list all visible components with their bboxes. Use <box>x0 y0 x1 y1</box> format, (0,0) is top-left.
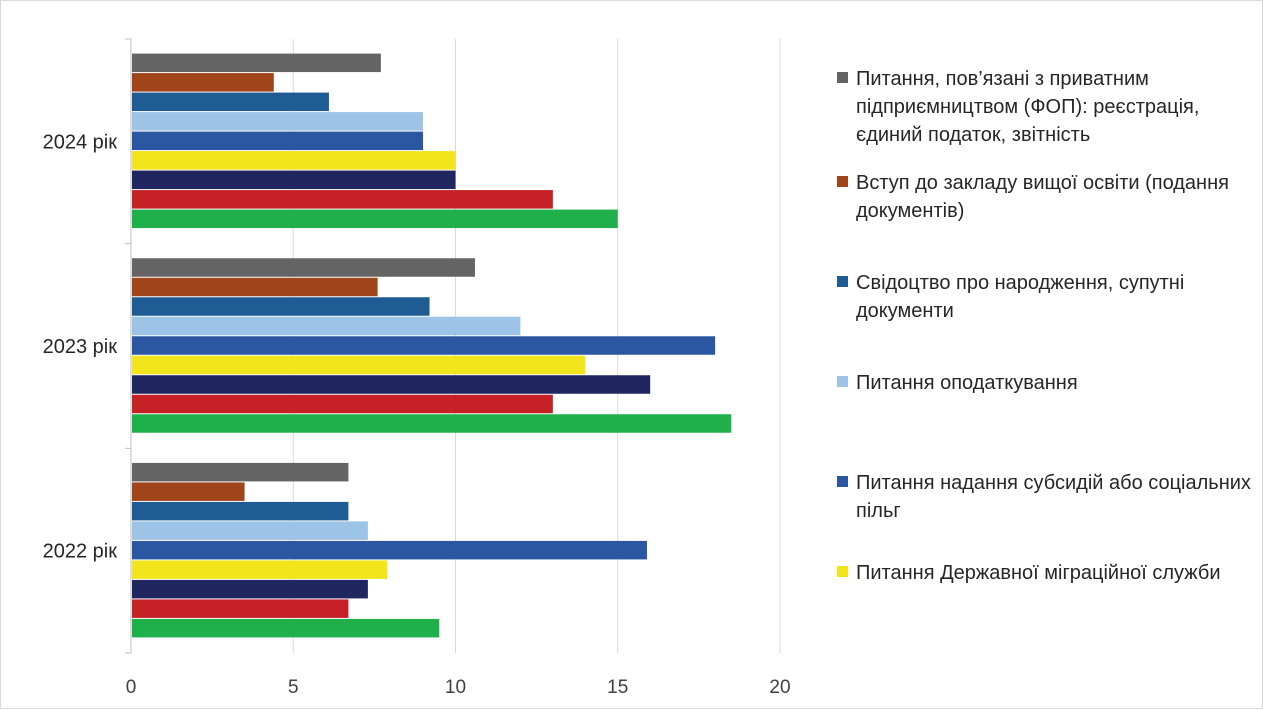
category-label: 2023 рік <box>43 336 118 358</box>
category-label: 2022 рік <box>43 541 118 563</box>
category-label: 2024 рік <box>43 131 118 153</box>
bar <box>132 521 368 540</box>
bar <box>132 112 424 131</box>
bar <box>132 92 329 112</box>
bar <box>132 579 368 599</box>
bar <box>132 482 245 501</box>
legend-item-birth-certificate: Свідоцтво про народження, супутні докуме… <box>837 269 1252 325</box>
legend-swatch <box>837 476 848 487</box>
bar <box>132 131 424 151</box>
bar <box>132 209 618 229</box>
legend-label: Питання Державної міграційної служби <box>856 562 1221 584</box>
bar <box>132 355 586 375</box>
bar <box>132 316 521 336</box>
bar <box>132 297 430 316</box>
bar <box>132 599 349 618</box>
bar <box>132 560 388 579</box>
legend-label: Питання надання субсидій або соціальних … <box>856 472 1251 522</box>
legend-swatch <box>837 276 848 287</box>
legend-label: Питання, пов’язані з приватним підприємн… <box>856 68 1200 146</box>
bar <box>132 170 456 190</box>
legend-swatch <box>837 566 848 577</box>
legend-item-university: Вступ до закладу вищої освіти (подання д… <box>837 169 1252 225</box>
bar <box>132 277 378 297</box>
legend-item-taxation: Питання оподаткування <box>837 369 1252 397</box>
legend-item-migration: Питання Державної міграційної служби <box>837 559 1252 587</box>
legend-swatch <box>837 72 848 83</box>
bar <box>132 375 651 394</box>
x-tick-label: 10 <box>445 677 466 698</box>
bar <box>132 53 381 73</box>
legend-item-subsidies: Питання надання субсидій або соціальних … <box>837 469 1252 525</box>
bar <box>132 190 553 209</box>
bar <box>132 73 274 92</box>
legend-label: Питання оподаткування <box>856 372 1078 394</box>
x-tick-label: 20 <box>769 677 790 698</box>
bar <box>132 414 732 433</box>
bar <box>132 258 475 277</box>
x-tick-label: 5 <box>288 677 299 698</box>
legend-swatch <box>837 376 848 387</box>
bar <box>132 618 440 638</box>
bar <box>132 394 553 414</box>
legend-label: Свідоцтво про народження, супутні докуме… <box>856 272 1185 322</box>
legend-label: Вступ до закладу вищої освіти (подання д… <box>856 172 1229 222</box>
legend-swatch <box>837 176 848 187</box>
bar <box>132 151 456 170</box>
bar <box>132 336 716 355</box>
bar <box>132 540 647 560</box>
chart-legend: Питання, пов’язані з приватним підприємн… <box>837 65 1252 587</box>
bar <box>132 462 349 482</box>
x-tick-label: 0 <box>126 677 137 698</box>
x-tick-label: 15 <box>607 677 628 698</box>
bar <box>132 501 349 521</box>
legend-item-fop: Питання, пов’язані з приватним підприємн… <box>837 65 1252 149</box>
